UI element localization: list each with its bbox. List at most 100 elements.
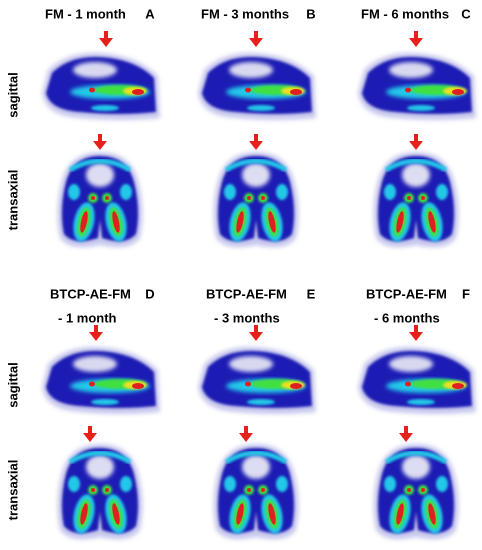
sagittal-image	[358, 52, 476, 120]
arrow	[249, 134, 263, 150]
panel-subtitle: - 1 month	[58, 310, 117, 325]
scan-cyan	[68, 158, 132, 173]
scan-red	[245, 87, 251, 93]
scan-red	[236, 503, 244, 525]
sagittal-image	[198, 346, 316, 414]
scan-cyan	[91, 399, 119, 405]
scan-red	[91, 488, 95, 492]
scan-white	[242, 163, 270, 187]
scan-cyan	[276, 184, 288, 200]
arrow	[83, 426, 97, 442]
scan-red	[268, 211, 276, 233]
sagittal-image	[42, 346, 160, 414]
panel-letter: B	[306, 6, 315, 21]
scan-red	[261, 196, 265, 200]
scan-red	[89, 381, 95, 387]
scan-red	[132, 383, 144, 389]
arrow	[239, 426, 253, 442]
scan-red	[452, 89, 464, 95]
scan-red	[247, 488, 251, 492]
panel-subtitle: - 6 months	[374, 310, 440, 325]
scan-cyan	[384, 184, 396, 200]
scan-cyan	[68, 450, 132, 465]
scan-cyan	[276, 476, 288, 492]
row-label: transaxial	[5, 170, 20, 231]
scan-cyan	[224, 184, 236, 200]
scan-cyan	[68, 184, 80, 200]
scan-red	[80, 211, 88, 233]
panel-letter: E	[307, 286, 316, 301]
scan-red	[89, 87, 95, 93]
scan-red	[407, 488, 411, 492]
arrow	[409, 31, 423, 47]
panel-letter: A	[145, 6, 155, 21]
scan-cyan	[384, 158, 448, 173]
scan-red	[91, 196, 95, 200]
row-label: sagittal	[5, 362, 20, 408]
transaxial-image	[213, 444, 299, 540]
scan-red	[428, 211, 436, 233]
scan-white	[86, 163, 114, 187]
scan-red	[428, 503, 436, 525]
scan-red	[236, 211, 244, 233]
panel-title: BTCP-AE-FM	[366, 286, 447, 301]
scan-red	[112, 211, 120, 233]
transaxial-image	[373, 444, 459, 540]
scan-red	[290, 383, 302, 389]
scan-red	[405, 381, 411, 387]
scan-red	[132, 89, 144, 95]
scan-cyan	[224, 476, 236, 492]
scan-red	[396, 503, 404, 525]
arrow	[409, 325, 423, 341]
scan-red	[268, 503, 276, 525]
panel-letter: F	[462, 286, 470, 301]
scan-red	[396, 211, 404, 233]
scan-red	[245, 381, 251, 387]
scan-cyan	[436, 184, 448, 200]
panel-letter: C	[461, 6, 471, 21]
scan-red	[105, 488, 109, 492]
row-label: transaxial	[5, 460, 20, 521]
scan-red	[112, 503, 120, 525]
panel-title: BTCP-AE-FM	[50, 286, 131, 301]
panel-title: FM - 1 month	[45, 6, 126, 21]
scan-cyan	[68, 476, 80, 492]
panel-title: FM - 6 months	[361, 6, 449, 21]
scan-cyan	[224, 450, 288, 465]
scan-cyan	[384, 476, 396, 492]
arrow	[249, 31, 263, 47]
scan-cyan	[407, 105, 435, 111]
panel-subtitle: - 3 months	[214, 310, 280, 325]
scan-cyan	[436, 476, 448, 492]
scan-white	[242, 455, 270, 479]
scan-red	[261, 488, 265, 492]
scan-white	[402, 455, 430, 479]
scan-red	[421, 488, 425, 492]
scan-cyan	[247, 399, 275, 405]
scan-white	[73, 356, 117, 372]
transaxial-image	[57, 152, 143, 248]
scan-red	[405, 87, 411, 93]
scan-white	[402, 163, 430, 187]
scan-red	[407, 196, 411, 200]
sagittal-image	[42, 52, 160, 120]
scan-cyan	[407, 399, 435, 405]
transaxial-image	[213, 152, 299, 248]
arrow	[399, 426, 413, 442]
scan-cyan	[91, 105, 119, 111]
sagittal-image	[198, 52, 316, 120]
scan-white	[229, 62, 273, 78]
scan-cyan	[224, 158, 288, 173]
scan-red	[290, 89, 302, 95]
arrow	[409, 134, 423, 150]
scan-cyan	[384, 450, 448, 465]
scan-white	[389, 62, 433, 78]
scan-cyan	[247, 105, 275, 111]
panel-title: BTCP-AE-FM	[206, 286, 287, 301]
scan-red	[247, 196, 251, 200]
scan-cyan	[120, 476, 132, 492]
scan-red	[452, 383, 464, 389]
arrow	[99, 31, 113, 47]
sagittal-image	[358, 346, 476, 414]
